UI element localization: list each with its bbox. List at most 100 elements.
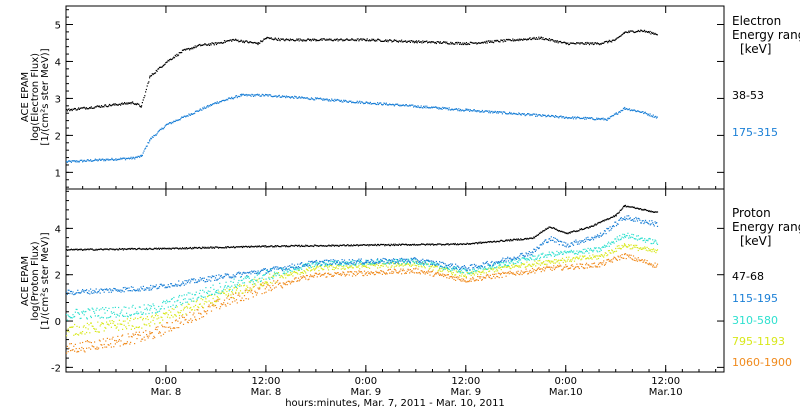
proton-point bbox=[182, 247, 184, 250]
proton-point bbox=[273, 287, 276, 289]
proton-point bbox=[206, 301, 208, 303]
electron-point bbox=[310, 97, 313, 99]
proton-point bbox=[227, 295, 230, 297]
proton-point bbox=[142, 285, 144, 287]
proton-point bbox=[498, 277, 500, 279]
electron-point bbox=[254, 95, 256, 97]
proton-point bbox=[459, 271, 461, 273]
proton-point bbox=[648, 249, 651, 251]
proton-point bbox=[178, 284, 181, 287]
proton-point bbox=[452, 276, 454, 278]
proton-point bbox=[375, 263, 377, 265]
proton-point bbox=[66, 352, 68, 354]
proton-point bbox=[312, 275, 314, 277]
electron-point bbox=[629, 30, 631, 32]
electron-point bbox=[484, 41, 486, 43]
electron-point bbox=[68, 160, 70, 162]
proton-point bbox=[231, 296, 233, 299]
proton-point bbox=[531, 271, 533, 273]
proton-point bbox=[270, 290, 272, 292]
proton-point bbox=[139, 316, 141, 319]
proton-point bbox=[363, 263, 366, 266]
proton-point bbox=[320, 264, 322, 266]
proton-point bbox=[343, 273, 346, 275]
proton-point bbox=[70, 290, 72, 293]
proton-point bbox=[155, 309, 157, 311]
proton-point bbox=[533, 248, 535, 250]
proton-point bbox=[311, 276, 313, 278]
proton-point bbox=[75, 292, 77, 294]
proton-point bbox=[570, 265, 572, 267]
electron-point bbox=[621, 34, 623, 36]
proton-point bbox=[215, 246, 217, 248]
electron-point bbox=[235, 95, 238, 97]
proton-point bbox=[489, 266, 491, 268]
proton-point bbox=[287, 246, 289, 248]
proton-point bbox=[640, 222, 643, 224]
proton-point bbox=[399, 264, 401, 266]
proton-point bbox=[473, 267, 475, 269]
proton-point bbox=[82, 326, 84, 328]
proton-point bbox=[396, 264, 398, 266]
proton-point bbox=[351, 263, 354, 265]
electron-point bbox=[637, 29, 639, 32]
proton-point bbox=[567, 268, 569, 270]
electron-point bbox=[484, 110, 486, 112]
proton-point bbox=[175, 319, 177, 321]
proton-point bbox=[251, 279, 254, 281]
proton-series-115-195 bbox=[66, 215, 659, 296]
proton-point bbox=[279, 282, 281, 284]
electron-point bbox=[377, 102, 379, 104]
electron-point bbox=[327, 100, 330, 102]
proton-point bbox=[620, 248, 622, 250]
proton-point bbox=[460, 267, 462, 269]
proton-point bbox=[611, 261, 614, 263]
proton-point bbox=[460, 280, 462, 282]
electron-point bbox=[225, 99, 227, 101]
electron-point bbox=[449, 109, 451, 111]
proton-point bbox=[273, 273, 276, 275]
proton-point bbox=[251, 271, 254, 273]
electron-point bbox=[569, 117, 571, 119]
proton-point bbox=[170, 283, 172, 285]
proton-point bbox=[83, 249, 85, 251]
electron-point bbox=[504, 111, 506, 113]
proton-point bbox=[521, 257, 523, 259]
proton-point bbox=[225, 246, 227, 248]
proton-point bbox=[538, 263, 540, 265]
proton-point bbox=[465, 281, 467, 283]
proton-point bbox=[636, 260, 639, 262]
proton-point bbox=[192, 314, 194, 316]
proton-point bbox=[487, 268, 489, 270]
electron-point bbox=[208, 43, 210, 45]
proton-point bbox=[566, 260, 568, 262]
proton-point bbox=[584, 255, 586, 257]
proton-point bbox=[624, 219, 627, 221]
electron-point bbox=[181, 116, 183, 118]
electron-point bbox=[437, 41, 439, 43]
electron-point bbox=[637, 110, 639, 112]
proton-point bbox=[492, 264, 494, 266]
proton-point bbox=[654, 239, 656, 241]
proton-point bbox=[584, 267, 586, 269]
electron-point bbox=[85, 160, 87, 162]
proton-point bbox=[122, 314, 124, 316]
electron-point bbox=[104, 104, 107, 106]
proton-point bbox=[107, 323, 109, 325]
electron-point bbox=[636, 110, 639, 112]
electron-point bbox=[602, 42, 604, 44]
proton-point bbox=[272, 246, 274, 248]
proton-point bbox=[78, 313, 80, 315]
electron-point bbox=[345, 100, 347, 102]
proton-point bbox=[599, 255, 602, 257]
electron-point bbox=[244, 94, 247, 96]
proton-point bbox=[84, 248, 86, 250]
proton-point bbox=[128, 336, 130, 338]
proton-point bbox=[224, 289, 226, 291]
proton-point bbox=[503, 272, 506, 274]
proton-point bbox=[212, 275, 214, 278]
proton-point bbox=[531, 263, 534, 265]
proton-point bbox=[316, 265, 318, 267]
proton-point bbox=[502, 262, 504, 264]
